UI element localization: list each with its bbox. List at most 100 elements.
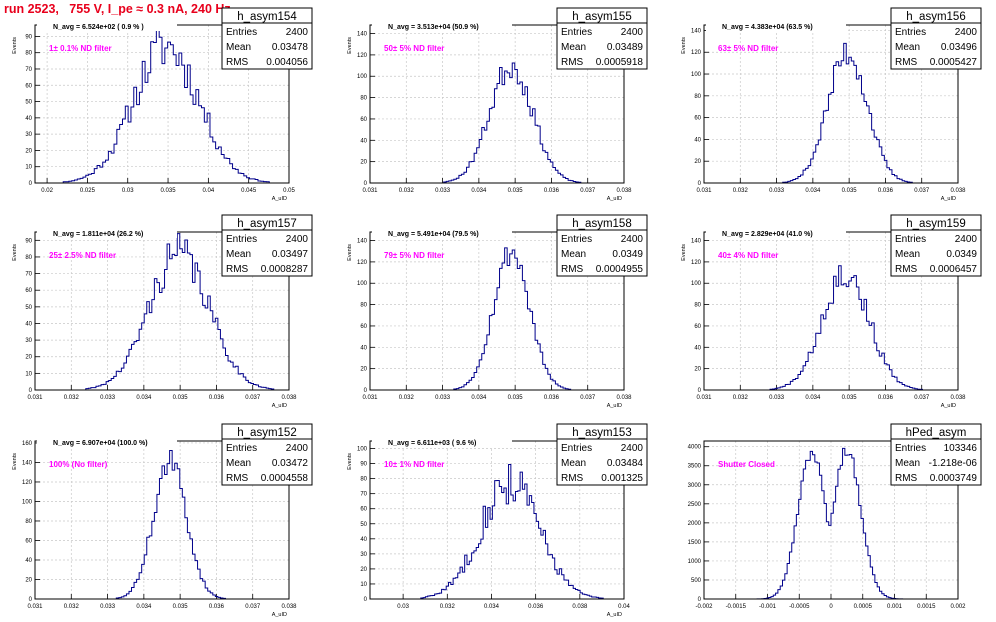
y-tick-label: 80 (360, 96, 367, 102)
histogram-panel-hPed_asym: -0.002 -0.0015 -0.001 -0.0005 0 0.0005 0.001 0.… (688, 423, 982, 610)
y-tick-label: 500 (691, 578, 702, 584)
x-tick-label: 0.05 (283, 188, 295, 194)
y-tick-label: 100 (22, 499, 33, 505)
x-tick-label: 0.035 (161, 188, 177, 194)
x-tick-label: 0.036 (209, 604, 225, 610)
x-axis-title: A_uID (607, 403, 622, 409)
y-tick-label: 0 (698, 388, 702, 394)
y-axis-title: Events (12, 244, 18, 261)
stats-mean-label: Mean (895, 42, 920, 53)
stats-mean-value: 0.03472 (272, 458, 309, 469)
x-tick-label: 0.03 (122, 188, 134, 194)
stats-rms-value: 0.0008287 (261, 264, 309, 275)
stats-mean-value: -1.218e-06 (929, 458, 978, 469)
y-tick-label: 20 (25, 355, 32, 361)
x-tick-label: 0.031 (362, 395, 378, 401)
histogram-panel-h_asym155: 0.031 0.032 0.033 0.034 0.035 0.036 0.037 0.038… (347, 7, 648, 202)
x-tick-label: -0.0015 (726, 604, 747, 610)
histogram-panel-h_asym153: 0.03 0.032 0.034 0.036 0.038 0.04 0 10 20 30 40 50 6… (347, 423, 648, 618)
stats-box (221, 214, 313, 277)
plot-frame (703, 440, 959, 600)
stats-entries-label: Entries (561, 234, 592, 245)
stats-box-title: h_asym157 (237, 218, 296, 230)
stats-rms-value: 0.001325 (601, 473, 643, 484)
y-tick-label: 20 (360, 367, 367, 373)
avg-label: N_avg = 6.524e+02 ( 0.9 % ) (53, 24, 144, 31)
stats-mean-label: Mean (895, 249, 920, 260)
stats-mean-value: 0.03497 (272, 249, 309, 260)
y-tick-label: 60 (360, 117, 367, 123)
filter-label: 25± 2.5% ND filter (49, 251, 116, 260)
y-tick-label: 140 (357, 239, 368, 245)
stats-box (556, 423, 648, 486)
stats-mean-label: Mean (561, 249, 586, 260)
y-tick-label: 20 (25, 148, 32, 154)
stats-box-title: h_asym156 (906, 11, 965, 23)
stats-entries-value: 2400 (955, 27, 978, 38)
stats-rms-value: 0.0006457 (930, 264, 978, 275)
x-tick-label: 0.031 (696, 395, 712, 401)
y-tick-label: 0 (698, 597, 702, 603)
x-tick-label: 0.038 (616, 188, 632, 194)
x-axis-title: A_uID (941, 196, 956, 202)
y-tick-label: 80 (25, 51, 32, 57)
y-tick-label: 0 (29, 388, 33, 394)
stats-rms-label: RMS (895, 264, 918, 275)
stats-entries-value: 2400 (286, 234, 309, 245)
stats-rms-label: RMS (226, 57, 249, 68)
stats-rms-label: RMS (895, 57, 918, 68)
avg-label: N_avg = 2.829e+04 (41.0 %) (722, 231, 813, 238)
stats-entries-value: 103346 (944, 443, 978, 454)
stats-rms-value: 0.004056 (266, 57, 308, 68)
y-tick-label: 160 (22, 441, 33, 447)
x-tick-label: 0.037 (245, 395, 261, 401)
y-tick-label: 1500 (688, 540, 702, 546)
filter-label: Shutter Closed (718, 460, 775, 469)
stats-mean-label: Mean (226, 458, 251, 469)
y-tick-label: 20 (360, 160, 367, 166)
x-tick-label: 0.0005 (854, 604, 873, 610)
y-tick-label: 60 (25, 83, 32, 89)
stats-box-title: hPed_asym (906, 427, 967, 439)
y-tick-label: 90 (360, 462, 367, 468)
y-tick-label: 10 (25, 371, 32, 377)
stats-box (890, 423, 982, 486)
y-tick-label: 60 (360, 324, 367, 330)
y-tick-label: 100 (357, 74, 368, 80)
histogram-panel-h_asym159: 0.031 0.032 0.033 0.034 0.035 0.036 0.037 0.038… (681, 214, 982, 409)
x-tick-label: 0.034 (805, 395, 821, 401)
histogram-panel-h_asym158: 0.031 0.032 0.033 0.034 0.035 0.036 0.037 0.038… (347, 214, 648, 409)
avg-label-bg (706, 227, 846, 238)
histogram-line (35, 233, 289, 391)
x-tick-label: 0.02 (41, 188, 53, 194)
stats-rms-label: RMS (561, 264, 584, 275)
y-tick-label: 70 (25, 272, 32, 278)
y-tick-label: 40 (360, 537, 367, 543)
y-tick-label: 80 (25, 255, 32, 261)
x-tick-label: 0.045 (241, 188, 257, 194)
avg-label: N_avg = 5.491e+04 (79.5 %) (388, 231, 479, 238)
x-tick-label: 0.036 (209, 395, 225, 401)
y-tick-label: 60 (25, 538, 32, 544)
y-tick-label: 20 (694, 367, 701, 373)
x-axis-title: A_uID (272, 196, 287, 202)
stats-box-title: h_asym152 (237, 427, 296, 439)
stats-entries-label: Entries (226, 27, 257, 38)
x-tick-label: 0.031 (27, 395, 43, 401)
x-tick-label: -0.001 (759, 604, 777, 610)
x-tick-label: 0.03 (397, 604, 409, 610)
y-axis-title: Events (681, 37, 687, 54)
filter-label: 50± 5% ND filter (384, 44, 444, 53)
avg-label-bg (37, 436, 177, 447)
stats-rms-value: 0.0005918 (596, 57, 644, 68)
x-tick-label: 0.036 (878, 188, 894, 194)
x-tick-label: 0.0015 (917, 604, 936, 610)
x-tick-label: 0.034 (136, 604, 152, 610)
y-axis-title: Events (12, 37, 18, 54)
y-tick-label: 40 (25, 558, 32, 564)
y-tick-label: 2500 (688, 502, 702, 508)
y-tick-label: 40 (694, 345, 701, 351)
x-tick-label: 0.036 (544, 188, 560, 194)
stats-rms-label: RMS (895, 473, 918, 484)
